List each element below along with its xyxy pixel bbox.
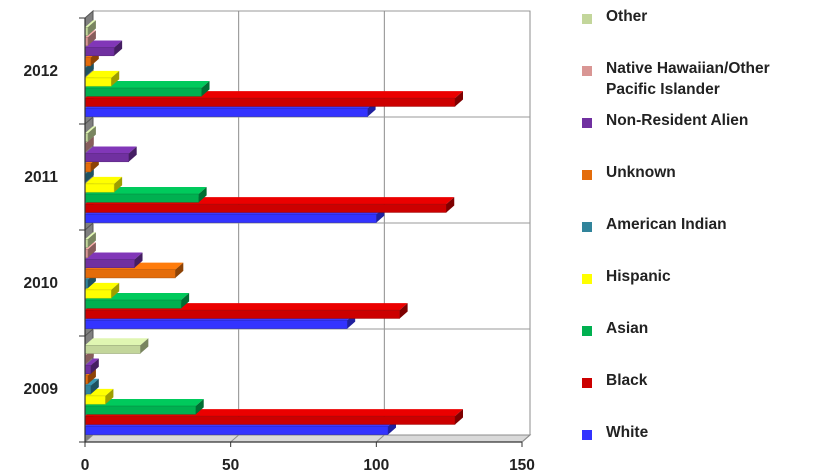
- bar-asian-2011: [85, 194, 199, 202]
- bar-white-2012: [85, 108, 368, 116]
- plot-floor: [85, 435, 530, 442]
- legend-label: Asian: [606, 318, 648, 339]
- x-tick-label: 150: [509, 457, 535, 474]
- legend-swatch: [582, 170, 592, 180]
- bar-unknown-2011: [85, 164, 91, 172]
- bar-non-resident-alien-2009: [85, 366, 91, 374]
- bar-asian-2009: [85, 406, 196, 414]
- legend-swatch: [582, 118, 592, 128]
- legend-label: Hispanic: [606, 266, 671, 287]
- legend-label: White: [606, 422, 648, 443]
- bar-unknown-2012: [85, 58, 91, 66]
- legend-swatch: [582, 66, 592, 76]
- bar-non-resident-alien-2010: [85, 260, 135, 268]
- bar-top: [85, 253, 143, 260]
- bar-non-resident-alien-2012: [85, 48, 114, 56]
- category-label: 2012: [24, 63, 58, 80]
- legend-swatch: [582, 222, 592, 232]
- x-tick-label: 0: [81, 457, 90, 474]
- legend-label: American Indian: [606, 214, 727, 235]
- bar-black-2010: [85, 310, 400, 318]
- category-label: 2011: [24, 169, 58, 186]
- bar-hispanic-2010: [85, 290, 111, 298]
- legend-label: Other: [606, 6, 647, 27]
- bar-top: [85, 147, 137, 154]
- bar-black-2009: [85, 416, 455, 424]
- legend-swatch: [582, 378, 592, 388]
- bar-asian-2010: [85, 300, 181, 308]
- bar-unknown-2010: [85, 270, 175, 278]
- legend-label: Black: [606, 370, 647, 391]
- category-label: 2010: [24, 275, 58, 292]
- bar-white-2010: [85, 320, 347, 328]
- bar-white-2011: [85, 214, 376, 222]
- legend-label: Native Hawaiian/Other Pacific Islander: [606, 58, 770, 100]
- bar-hispanic-2012: [85, 78, 111, 86]
- category-label: 2009: [24, 381, 59, 398]
- legend-label: Unknown: [606, 162, 676, 183]
- bar-black-2011: [85, 204, 446, 212]
- bar-hispanic-2011: [85, 184, 114, 192]
- x-tick-label: 100: [363, 457, 389, 474]
- bar-american-indian-2009: [85, 386, 91, 394]
- bar-top: [85, 338, 148, 345]
- bar-white-2009: [85, 426, 388, 434]
- legend-swatch: [582, 14, 592, 24]
- legend-swatch: [582, 430, 592, 440]
- bar-black-2012: [85, 98, 455, 106]
- legend-swatch: [582, 326, 592, 336]
- x-tick-label: 50: [222, 457, 239, 474]
- bar-other-2009: [85, 345, 140, 353]
- bar-non-resident-alien-2011: [85, 154, 129, 162]
- legend-swatch: [582, 274, 592, 284]
- legend-label: Non-Resident Alien: [606, 110, 748, 131]
- bar-asian-2012: [85, 88, 202, 96]
- bar-hispanic-2009: [85, 396, 105, 404]
